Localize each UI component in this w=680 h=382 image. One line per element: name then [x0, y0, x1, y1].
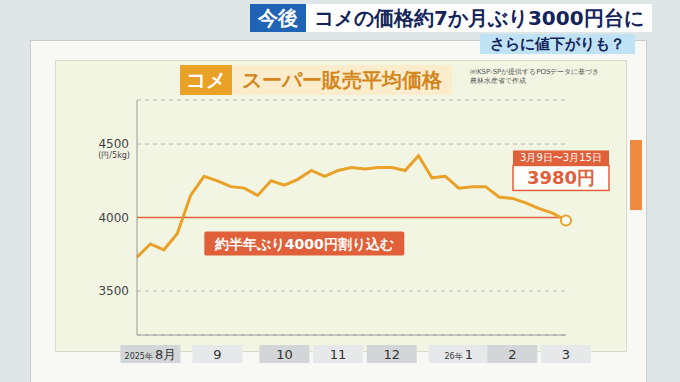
svg-text:3月9日〜3月15日: 3月9日〜3月15日: [520, 152, 602, 163]
html-text:㈱KSP-SPが提供するPOSデータに基づき: ㈱KSP-SPが提供するPOSデータに基づき: [470, 68, 600, 76]
svg-text:2: 2: [508, 347, 516, 362]
html-text:コメ: コメ: [186, 68, 226, 92]
svg-text:3: 3: [562, 347, 570, 362]
svg-text:9: 9: [213, 347, 221, 362]
html-text:農林水産省で作成: 農林水産省で作成: [470, 77, 526, 85]
svg-text:4000: 4000: [98, 211, 129, 225]
html-text:さらに値下がりも？: さらに値下がりも？: [490, 35, 625, 53]
svg-text:2025年8月: 2025年8月: [125, 347, 177, 362]
svg-text:26年1: 26年1: [445, 347, 473, 362]
svg-text:10: 10: [276, 347, 293, 362]
svg-text:4500: 4500: [98, 137, 129, 151]
svg-text:12: 12: [383, 347, 400, 362]
html-text:コメの価格約7か月ぶり3000円台に: コメの価格約7か月ぶり3000円台に: [314, 6, 644, 30]
svg-text:11: 11: [330, 347, 347, 362]
svg-text:3500: 3500: [98, 284, 129, 298]
svg-text:約半年ぶり4000円割り込む: 約半年ぶり4000円割り込む: [214, 236, 394, 252]
html-text:今後: 今後: [258, 6, 298, 30]
html-text:(円/5kg): (円/5kg): [98, 151, 130, 160]
svg-text:3980円: 3980円: [527, 167, 595, 188]
html-text:スーパー販売平均価格: スーパー販売平均価格: [242, 68, 442, 92]
